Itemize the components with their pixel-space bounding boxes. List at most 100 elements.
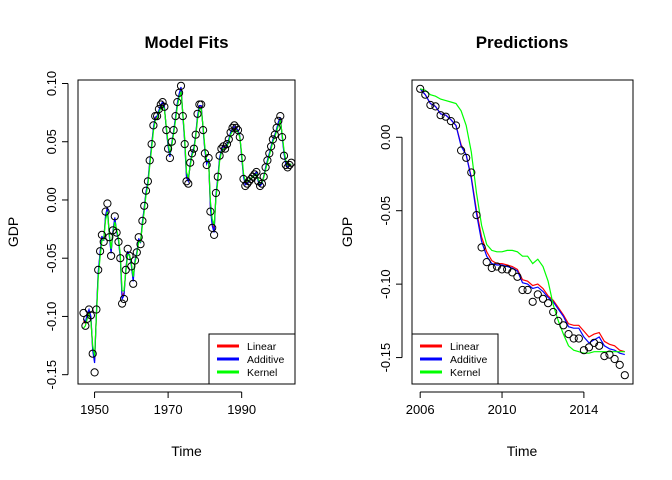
data-point bbox=[256, 181, 265, 191]
y-tick-label: 0.10 bbox=[44, 71, 59, 96]
chart-title: Model Fits bbox=[144, 33, 228, 52]
data-point bbox=[457, 146, 466, 155]
data-point bbox=[518, 285, 527, 295]
data-point bbox=[252, 167, 261, 177]
data-point bbox=[206, 207, 215, 216]
data-point bbox=[211, 188, 220, 198]
data-point bbox=[610, 354, 619, 364]
data-point bbox=[569, 334, 578, 343]
data-point bbox=[482, 258, 491, 267]
plot-frame bbox=[411, 79, 634, 385]
data-point bbox=[204, 153, 213, 163]
data-point bbox=[94, 265, 103, 274]
data-point bbox=[164, 144, 173, 153]
data-point bbox=[600, 352, 609, 361]
data-point bbox=[228, 123, 237, 132]
data-point bbox=[193, 109, 202, 118]
data-point bbox=[141, 186, 151, 195]
data-point bbox=[554, 316, 563, 325]
data-point bbox=[138, 216, 147, 225]
data-point bbox=[90, 368, 99, 377]
data-point bbox=[285, 160, 294, 170]
data-point bbox=[158, 98, 167, 107]
data-point bbox=[112, 228, 121, 237]
y-axis-label: GDP bbox=[339, 217, 355, 247]
data-point bbox=[103, 199, 112, 208]
data-point bbox=[187, 149, 197, 158]
data-point bbox=[149, 121, 158, 130]
data-point bbox=[472, 211, 481, 220]
data-point bbox=[116, 254, 125, 263]
data-point bbox=[278, 133, 287, 142]
data-point bbox=[250, 170, 259, 179]
data-point bbox=[620, 371, 629, 380]
data-point bbox=[143, 177, 152, 186]
data-point bbox=[544, 299, 553, 308]
data-point bbox=[508, 268, 517, 277]
x-tick-label: 2006 bbox=[406, 402, 435, 417]
data-point bbox=[222, 140, 232, 149]
legend-label: Linear bbox=[247, 341, 277, 353]
data-point bbox=[574, 334, 583, 343]
data-point bbox=[416, 84, 425, 93]
data-point bbox=[213, 172, 222, 181]
data-point bbox=[127, 262, 136, 271]
x-tick-label: 2010 bbox=[488, 402, 517, 417]
series-line-kernel bbox=[420, 88, 625, 354]
y-tick-label: 0.05 bbox=[44, 129, 59, 154]
legend-label: Kernel bbox=[450, 367, 480, 379]
y-tick-label: -0.15 bbox=[44, 360, 59, 390]
data-point bbox=[281, 160, 290, 170]
data-point bbox=[182, 177, 191, 186]
data-point bbox=[528, 297, 537, 306]
data-point bbox=[178, 112, 187, 121]
y-tick-label: -0.05 bbox=[44, 243, 59, 273]
y-tick-label: -0.10 bbox=[378, 269, 393, 299]
x-tick-label: 1950 bbox=[80, 402, 109, 417]
data-point bbox=[421, 90, 430, 99]
data-point bbox=[176, 81, 186, 90]
data-point bbox=[497, 265, 507, 274]
data-point bbox=[226, 128, 235, 137]
chart-model-fits: Model Fits Time GDP 1950 1970 1990 -0.15 -0.… bbox=[5, 33, 296, 459]
data-point bbox=[451, 121, 461, 130]
data-point bbox=[559, 321, 568, 330]
y-tick-label: 0.00 bbox=[378, 125, 393, 150]
data-point bbox=[268, 135, 277, 144]
x-tick-label: 2014 bbox=[569, 402, 598, 417]
data-point bbox=[446, 117, 455, 126]
data-point bbox=[132, 248, 141, 257]
data-point bbox=[165, 153, 174, 163]
chart-title: Predictions bbox=[476, 33, 569, 52]
data-point bbox=[595, 341, 604, 350]
data-point bbox=[513, 272, 522, 281]
data-point bbox=[136, 240, 145, 249]
plot-frame bbox=[77, 79, 296, 385]
data-point bbox=[467, 168, 476, 177]
data-point bbox=[221, 144, 230, 153]
y-axis-label: GDP bbox=[5, 217, 21, 247]
series-line-kernel bbox=[83, 91, 292, 357]
y-tick-label: -0.10 bbox=[44, 302, 59, 332]
data-point bbox=[197, 100, 206, 109]
data-point bbox=[105, 233, 114, 242]
data-point bbox=[605, 350, 614, 359]
data-point bbox=[274, 116, 283, 125]
data-point bbox=[431, 102, 440, 111]
data-point bbox=[119, 294, 129, 304]
data-point bbox=[130, 256, 140, 265]
data-point bbox=[436, 111, 445, 120]
y-tick-label: -0.15 bbox=[378, 343, 393, 373]
data-point bbox=[199, 126, 208, 135]
data-point bbox=[173, 98, 182, 107]
data-point bbox=[184, 179, 193, 188]
data-point bbox=[259, 172, 268, 181]
data-point bbox=[462, 153, 471, 162]
data-point bbox=[101, 207, 110, 216]
data-point bbox=[154, 105, 163, 114]
data-point bbox=[96, 247, 105, 256]
data-point bbox=[114, 237, 123, 246]
data-point bbox=[167, 137, 176, 146]
data-point bbox=[232, 123, 241, 132]
legend-label: Kernel bbox=[247, 367, 277, 379]
